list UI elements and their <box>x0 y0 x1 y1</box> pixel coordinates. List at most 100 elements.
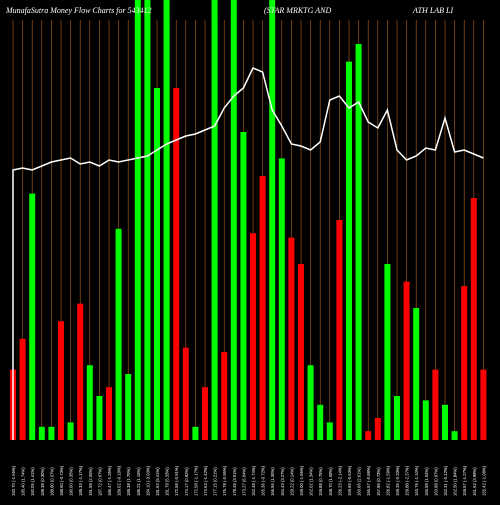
x-tick-label: 177.15 (0.21%) <box>213 467 218 496</box>
bar <box>163 0 170 440</box>
bar <box>403 281 410 440</box>
bar <box>125 374 132 440</box>
x-tick-label: 176.78 (-0.95%) <box>222 465 227 496</box>
bar <box>461 286 468 440</box>
bar <box>230 0 237 440</box>
bar <box>115 228 122 440</box>
bar <box>307 365 314 440</box>
x-tick-label: 164.43 (3.27%) <box>280 467 285 496</box>
company-name-part-1: (STAR MRKTG AND <box>264 6 332 15</box>
bar <box>432 369 439 440</box>
bar <box>355 44 362 440</box>
bar <box>48 426 55 440</box>
x-tick-label: 186.21 (1.15%) <box>136 467 141 496</box>
x-tick-label: 162.48 (-1.74%) <box>251 465 256 496</box>
chart-title: MunafaSutra Money Flow Charts for 543412 <box>6 6 152 15</box>
x-tick-label: 162.31 (-0.12%) <box>443 465 448 496</box>
company-name-part-2: ATH LAB LI <box>413 6 454 15</box>
price-line-layer <box>12 67 484 440</box>
x-tick-label: 172.58 (-1.17%) <box>193 465 198 496</box>
x-tick-label: 161.62 (3.99%) <box>472 467 477 496</box>
bar <box>422 400 429 440</box>
bar <box>317 404 324 440</box>
bar <box>365 431 372 440</box>
bar <box>134 0 141 440</box>
x-tick-label: 160.66 (2.61%) <box>357 467 362 496</box>
money-flow-bars <box>10 0 487 440</box>
x-tick-label: 159.57 (-1.27%) <box>462 465 467 496</box>
bar <box>202 387 208 440</box>
x-tick-label: 165.58 (1.04%) <box>424 467 429 496</box>
bar <box>240 132 247 440</box>
x-tick-label: 156.82 (-1.59%) <box>385 465 390 496</box>
bar <box>211 0 218 440</box>
bar <box>259 176 266 440</box>
x-tick-label: 191.58 (2.05%) <box>88 467 93 496</box>
x-tick-label: 174.17 (0.92%) <box>184 467 189 496</box>
x-tick-label: 156.23 (-2.14%) <box>337 465 342 496</box>
x-tick-label: 189.38 (1.70%) <box>126 467 131 496</box>
x-tick-label: 189.02 (-0.19%) <box>117 465 122 496</box>
x-tick-label: 162.50 (1.84%) <box>453 467 458 496</box>
x-tick-label: 155.42 (-1.08%) <box>481 465 486 496</box>
bar <box>173 88 180 440</box>
x-tick-label: 181.78 (5.33%) <box>165 467 170 496</box>
bar <box>19 338 26 440</box>
x-tick-label: 189.38 (0.30%) <box>40 467 45 496</box>
x-tick-label: 178.48 (3.01%) <box>232 467 237 496</box>
bar <box>106 387 112 440</box>
x-tick-label: 191.62 (5.41%) <box>155 467 160 496</box>
bar <box>96 396 103 440</box>
bar <box>144 0 151 440</box>
bar <box>250 233 256 440</box>
x-tick-label: 186.47 (-1.35%) <box>107 465 112 496</box>
bar <box>278 158 285 440</box>
x-tick-label: 174.63 (-1.42%) <box>203 465 208 496</box>
x-tick-label: 187.72 (0.67%) <box>97 467 102 496</box>
x-tick-label: 173.27 (6.64%) <box>241 467 246 496</box>
price-line <box>12 67 484 440</box>
bar <box>154 88 160 440</box>
bar <box>413 308 420 440</box>
x-tick-label: 188.80 (0.07%) <box>49 467 54 496</box>
x-tick-label: 163.76 (-1.10%) <box>414 465 419 496</box>
bar <box>221 352 228 440</box>
bar <box>67 422 74 440</box>
bar <box>269 0 276 440</box>
x-tick-label: 158.70 (1.58%) <box>328 467 333 496</box>
x-tick-label: 195.40 (1.74%) <box>21 467 26 496</box>
x-tick-label: 172.58 (-0.91%) <box>174 465 179 496</box>
bar <box>480 369 487 440</box>
bar <box>298 264 304 440</box>
x-tick-label: 159.88 (-2.37%) <box>405 465 410 496</box>
bar <box>374 418 381 440</box>
bar <box>288 237 295 440</box>
x-tick-label: 159.22 (0.14%) <box>289 467 294 496</box>
bar <box>336 220 343 440</box>
x-tick-label: 192.70 (-1.65%) <box>11 465 16 496</box>
bar <box>394 396 400 440</box>
bar <box>442 404 448 440</box>
x-tick-label: 162.02 (1.34%) <box>309 467 314 496</box>
x-tick-label: 190.00 (0.35%) <box>69 467 74 496</box>
bar <box>384 264 391 440</box>
bar <box>346 61 352 440</box>
bar <box>192 426 199 440</box>
bar <box>182 347 189 440</box>
x-tick-label: 166.56 (1.30%) <box>270 467 275 496</box>
x-tick-label: 156.57 (-0.88%) <box>366 465 371 496</box>
bar <box>77 303 84 440</box>
x-tick-label: 189.33 (-1.17%) <box>78 465 83 496</box>
bar <box>86 365 93 440</box>
bar <box>326 422 333 440</box>
x-tick-label: 159.88 (0.75%) <box>318 467 323 496</box>
bar <box>29 193 36 440</box>
x-tick-label: 188.60 (-0.73%) <box>59 465 64 496</box>
x-tick-label: 165.36 (-0.72%) <box>261 465 266 496</box>
bar <box>451 431 458 440</box>
bar <box>470 198 477 440</box>
x-tick-label: 157.96 (0.73%) <box>376 467 381 496</box>
x-tick-label: 159.35 (-0.33%) <box>395 465 400 496</box>
